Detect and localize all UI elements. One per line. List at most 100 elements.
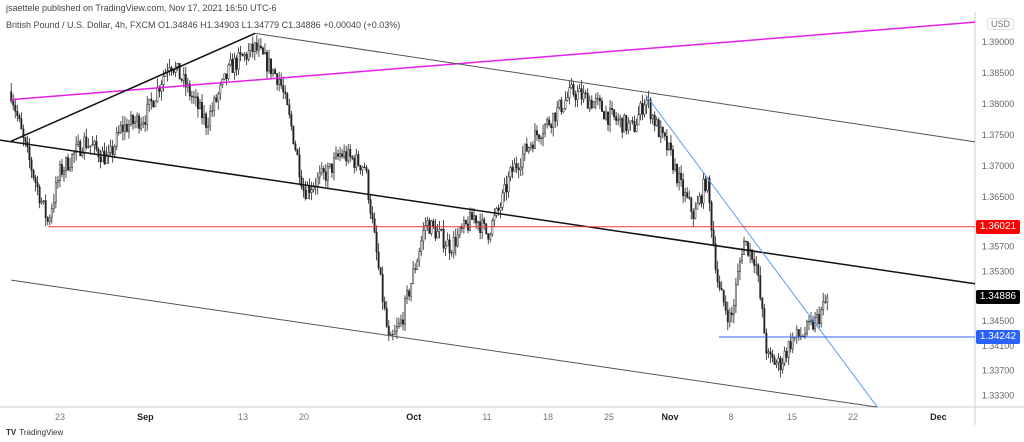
candle-body xyxy=(46,217,49,222)
candle-body xyxy=(588,99,591,109)
candle-body xyxy=(430,220,433,234)
candle-body xyxy=(603,111,605,120)
x-tick-label: 15 xyxy=(787,412,797,422)
candle-body xyxy=(223,73,226,80)
candle-body xyxy=(18,115,21,119)
published-info: jsaettele published on TradingView.com, … xyxy=(6,3,277,13)
candle-body xyxy=(349,149,352,157)
candle-body xyxy=(391,334,394,336)
candle-body xyxy=(714,243,717,270)
candle-body xyxy=(540,137,542,140)
candle-body xyxy=(85,136,88,148)
candle-body xyxy=(83,136,86,154)
candle-body xyxy=(816,314,819,319)
candle-body xyxy=(312,186,315,190)
y-tick-label: 1.33300 xyxy=(982,390,1015,400)
candle-body xyxy=(554,112,557,122)
candle-body xyxy=(690,197,693,212)
candle-body xyxy=(745,240,748,243)
candle-body xyxy=(412,268,415,284)
candle-body xyxy=(609,107,611,125)
candle-body xyxy=(235,57,238,70)
candle-body xyxy=(562,108,565,113)
candle-body xyxy=(373,218,376,233)
candle-body xyxy=(450,252,453,254)
candle-body xyxy=(345,151,348,162)
candle-body xyxy=(753,259,756,266)
candle-body xyxy=(294,143,297,151)
candle-body xyxy=(341,153,344,157)
candle-body xyxy=(594,98,597,103)
candle-body xyxy=(475,215,478,224)
candle-body xyxy=(328,163,331,167)
candle-body xyxy=(509,167,512,178)
candle-body xyxy=(397,322,400,327)
x-tick-label: 23 xyxy=(55,412,65,422)
candle-body xyxy=(678,172,681,184)
candle-body xyxy=(259,45,262,49)
candle-body xyxy=(34,177,37,183)
candle-body xyxy=(781,362,784,371)
candle-body xyxy=(58,164,61,181)
candle-body xyxy=(708,177,711,203)
candle-body xyxy=(546,119,549,125)
candle-body xyxy=(418,251,421,262)
symbol-legend: British Pound / U.S. Dollar, 4h, FXCM O1… xyxy=(6,20,401,30)
candle-body xyxy=(637,114,640,126)
candle-body xyxy=(123,124,126,132)
currency-label[interactable]: USD xyxy=(987,18,1015,30)
candle-body xyxy=(97,148,100,158)
candle-body xyxy=(574,94,577,100)
x-tick-label: 20 xyxy=(299,412,309,422)
candle-body xyxy=(481,219,484,233)
candle-body xyxy=(663,132,666,137)
price-label: 1.36021 xyxy=(976,219,1020,234)
candle-body xyxy=(205,113,208,128)
candle-body xyxy=(456,234,459,247)
candle-body xyxy=(529,144,532,148)
candle-body xyxy=(140,123,143,129)
candle-body xyxy=(538,134,540,139)
candle-body xyxy=(505,184,508,193)
candle-body xyxy=(489,234,492,240)
candle-body xyxy=(749,249,752,256)
candle-body xyxy=(779,357,782,371)
candle-body xyxy=(564,100,567,109)
candle-body xyxy=(184,74,187,88)
candle-body xyxy=(775,362,778,365)
candle-body xyxy=(152,100,155,108)
candle-body xyxy=(268,58,270,72)
candle-body xyxy=(357,154,360,166)
candle-body xyxy=(272,69,275,75)
tradingview-logo: TV xyxy=(6,428,17,437)
candle-body xyxy=(134,121,136,124)
candle-body xyxy=(542,133,545,139)
candle-body xyxy=(607,111,609,125)
candle-body xyxy=(596,98,599,100)
candle-body xyxy=(485,223,488,234)
candle-body xyxy=(121,124,124,132)
candle-body xyxy=(400,319,402,324)
candle-body xyxy=(387,326,390,336)
candle-body xyxy=(56,180,59,183)
candle-body xyxy=(127,124,130,132)
candle-body xyxy=(730,312,733,315)
candle-body xyxy=(759,275,762,299)
candle-body xyxy=(722,289,725,303)
candle-body xyxy=(613,109,616,118)
candle-body xyxy=(676,164,678,184)
candle-body xyxy=(365,167,368,171)
candle-body xyxy=(635,124,638,132)
x-tick-label: 18 xyxy=(543,412,553,422)
candle-body xyxy=(525,143,528,152)
candle-body xyxy=(556,107,559,122)
candle-body xyxy=(600,100,603,112)
candle-body xyxy=(659,126,662,138)
candle-body xyxy=(665,135,668,151)
candle-body xyxy=(497,208,500,211)
candle-body xyxy=(511,167,514,172)
candle-body xyxy=(89,145,92,147)
candle-body xyxy=(568,87,571,98)
candle-body xyxy=(290,114,293,127)
